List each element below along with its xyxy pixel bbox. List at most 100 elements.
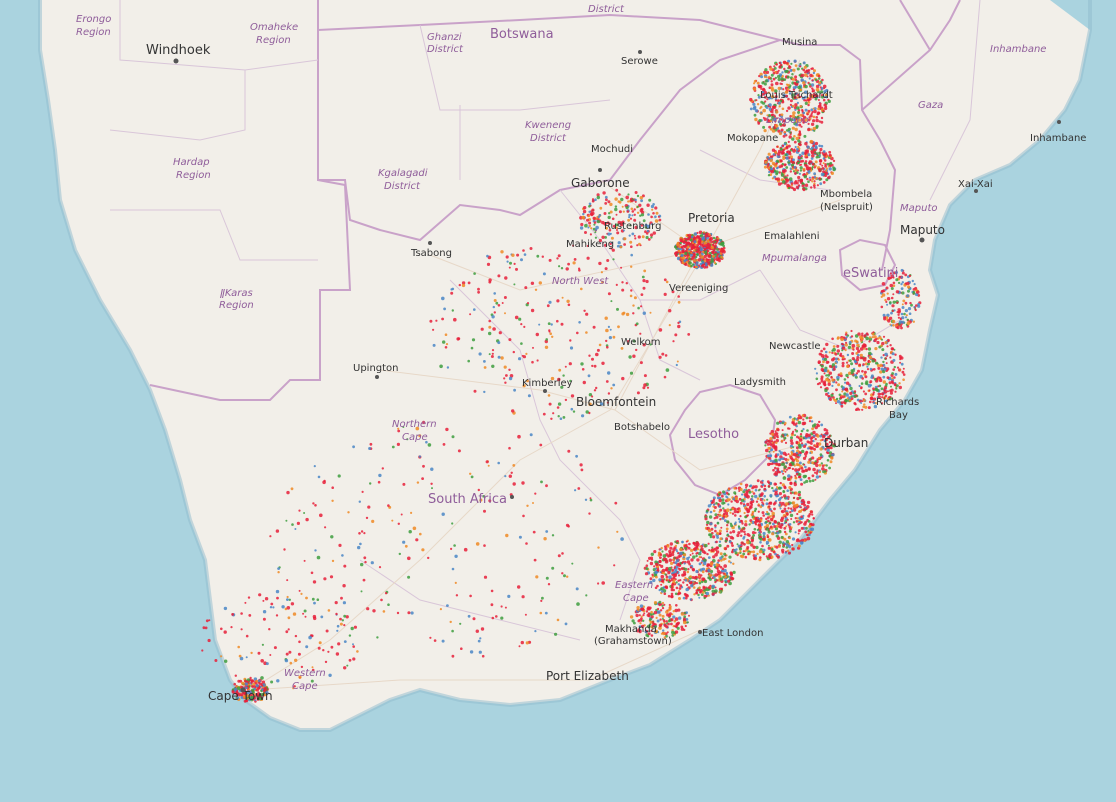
city-label-mokopane[interactable]: Mokopane	[727, 133, 778, 144]
incident-dot	[898, 382, 901, 385]
incident-dot	[685, 587, 689, 592]
incident-dot	[303, 609, 307, 613]
city-label-emalahleni[interactable]: Emalahleni	[764, 231, 819, 242]
city-label-mbombela-sub[interactable]: (Nelspruit)	[820, 202, 873, 213]
city-label-mochudi[interactable]: Mochudi	[591, 144, 633, 155]
incident-dot	[825, 464, 828, 467]
city-label-vereeniging[interactable]: Vereeniging	[669, 283, 728, 294]
city-label-port-elizabeth[interactable]: Port Elizabeth	[546, 669, 629, 683]
city-label-upington[interactable]: Upington	[353, 363, 399, 374]
incident-dot	[689, 598, 692, 601]
incident-dot	[835, 402, 837, 405]
incident-dot	[837, 358, 840, 361]
incident-dot	[795, 418, 798, 421]
incident-dot	[640, 293, 644, 296]
city-label-makhanda[interactable]: Makhanda	[605, 624, 657, 635]
incident-dot	[260, 659, 265, 663]
incident-dot	[682, 596, 686, 600]
incident-dot	[762, 537, 766, 541]
city-label-durban[interactable]: Durban	[824, 436, 868, 450]
incident-dot	[867, 362, 870, 366]
incident-dot	[786, 518, 789, 521]
city-label-mahikeng[interactable]: Mahikeng	[566, 239, 614, 250]
incident-dot	[901, 320, 905, 324]
incident-dot	[343, 614, 347, 618]
incident-dot	[238, 654, 242, 658]
incident-dot	[883, 390, 888, 394]
incident-dot	[668, 554, 672, 558]
incident-dot	[777, 498, 781, 502]
incident-dot	[262, 610, 267, 614]
incident-dot	[677, 608, 681, 612]
incident-dot	[790, 118, 794, 122]
incident-dot	[258, 687, 261, 690]
incident-dot	[877, 366, 881, 370]
city-label-xai-xai[interactable]: Xai-Xai	[958, 179, 993, 190]
city-label-maputo[interactable]: Maputo	[900, 223, 945, 237]
incident-dot	[262, 689, 267, 693]
incident-dot	[901, 303, 904, 306]
incident-dot	[250, 695, 254, 700]
incident-dot	[793, 496, 796, 499]
incident-dot	[223, 630, 227, 634]
incident-dot	[794, 64, 798, 67]
incident-dot	[640, 615, 643, 618]
city-label-bloemfontein[interactable]: Bloemfontein	[576, 395, 656, 409]
country-label-lesotho[interactable]: Lesotho	[688, 427, 739, 442]
incident-dot	[828, 466, 831, 470]
incident-dot	[818, 420, 821, 424]
city-label-mbombela[interactable]: Mbombela	[820, 189, 872, 200]
incident-dot	[449, 620, 452, 624]
country-label-south-africa[interactable]: South Africa	[428, 492, 507, 507]
incident-dot	[811, 479, 815, 482]
city-label-musina[interactable]: Musina	[782, 37, 817, 48]
city-label-louis-trichardt[interactable]: Louis Trichardt	[760, 90, 833, 101]
country-label-eswatini[interactable]: eSwatini	[843, 266, 898, 281]
incident-dot	[882, 360, 885, 364]
incident-dot	[820, 349, 823, 353]
city-label-richards-bay[interactable]: Bay	[889, 410, 908, 421]
city-label-richards[interactable]: Richards	[876, 397, 919, 408]
city-label-inhambane[interactable]: Inhambane	[1030, 133, 1086, 144]
city-label-tsabong[interactable]: Tsabong	[410, 248, 452, 259]
incident-dot	[797, 523, 800, 526]
incident-dot	[207, 638, 211, 643]
incident-dot	[878, 384, 882, 388]
incident-dot	[557, 254, 561, 258]
city-label-cape-town[interactable]: Cape Town	[208, 689, 273, 703]
city-label-botshabelo[interactable]: Botshabelo	[614, 422, 670, 433]
incident-dot	[708, 549, 711, 552]
country-label-botswana[interactable]: Botswana	[490, 27, 554, 42]
incident-dot	[616, 229, 618, 231]
city-label-welkom[interactable]: Welkom	[621, 337, 661, 348]
incident-dot	[875, 361, 878, 365]
city-label-serowe[interactable]: Serowe	[621, 56, 658, 67]
incident-dot	[800, 78, 804, 82]
incident-dot	[644, 630, 648, 634]
incident-dot	[855, 372, 859, 375]
city-label-kimberley[interactable]: Kimberley	[522, 378, 573, 389]
city-label-rustenburg[interactable]: Rustenburg	[604, 221, 661, 232]
city-label-pretoria[interactable]: Pretoria	[688, 211, 735, 225]
city-label-newcastle[interactable]: Newcastle	[769, 341, 821, 352]
incident-dot	[663, 375, 667, 379]
incident-dot	[683, 612, 687, 615]
incident-dot	[432, 343, 436, 347]
city-label-gaborone[interactable]: Gaborone	[571, 176, 630, 190]
city-label-ladysmith[interactable]: Ladysmith	[734, 377, 786, 388]
incident-dot	[710, 263, 714, 267]
incident-dot	[601, 361, 605, 365]
incident-dot	[752, 534, 755, 537]
incident-dot	[701, 567, 706, 571]
incident-dot	[819, 163, 822, 166]
incident-dot	[825, 377, 829, 382]
city-label-makhanda-sub[interactable]: (Grahamstown)	[594, 636, 672, 647]
city-label-east-london[interactable]: East London	[702, 628, 763, 639]
incident-dot	[869, 384, 873, 387]
city-label-windhoek[interactable]: Windhoek	[146, 43, 211, 58]
incident-dot	[786, 174, 789, 177]
incident-dot	[621, 312, 625, 316]
incident-dot	[794, 476, 798, 480]
incident-dot	[469, 594, 472, 598]
